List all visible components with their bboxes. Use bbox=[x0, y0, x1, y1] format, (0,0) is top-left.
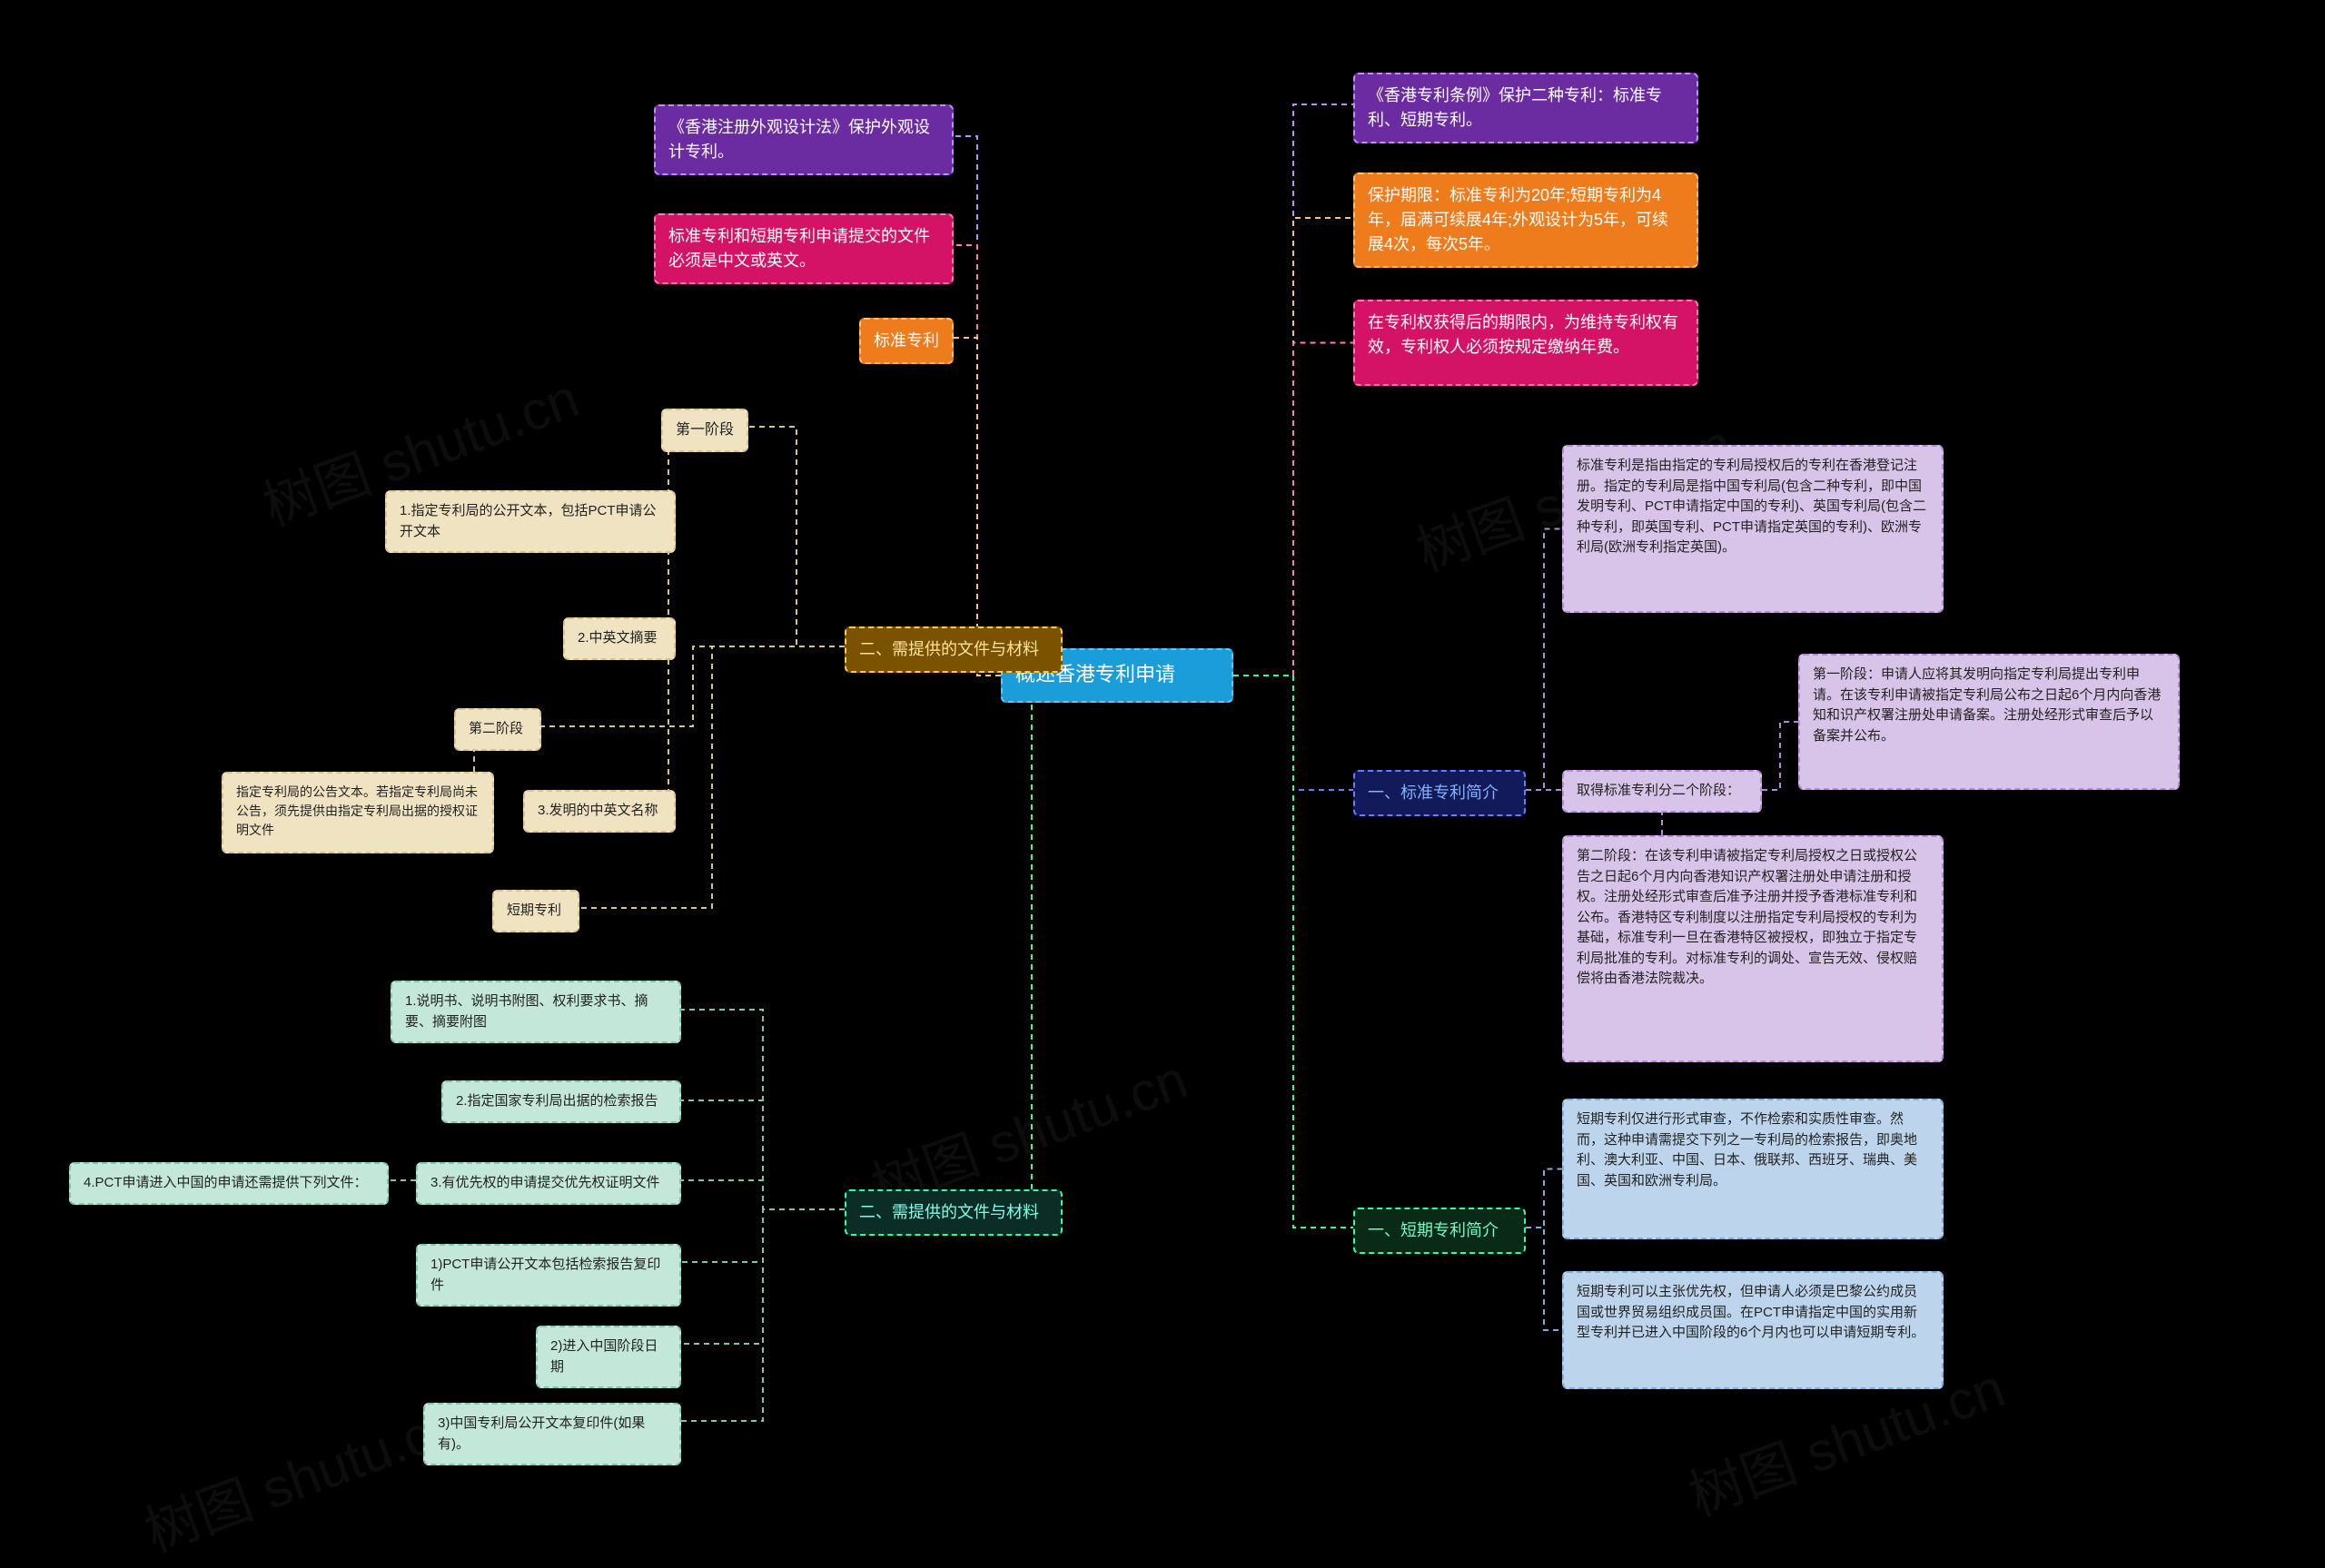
node-r3: 在专利权获得后的期限内，为维持专利权有效，专利权人必须按规定缴纳年费。 bbox=[1353, 300, 1698, 386]
edge-root-l3 bbox=[954, 338, 1001, 676]
watermark: 树图 shutu.cn bbox=[133, 1380, 470, 1567]
node-l5d1: 1)PCT申请公开文本包括检索报告复印件 bbox=[416, 1244, 681, 1307]
node-l2: 标准专利和短期专利申请提交的文件必须是中文或英文。 bbox=[654, 213, 954, 284]
node-r5a: 短期专利仅进行形式审查，不作检索和实质性审查。然而，这种申请需提交下列之一专利局… bbox=[1562, 1099, 1944, 1239]
node-l4c: 短期专利 bbox=[492, 890, 579, 932]
node-l5d2: 2)进入中国阶段日期 bbox=[536, 1326, 681, 1388]
node-r4: 一、标准专利简介 bbox=[1353, 770, 1526, 816]
edge-root-r3 bbox=[1233, 343, 1353, 676]
node-l5c: 3.有优先权的申请提交优先权证明文件 bbox=[416, 1162, 681, 1205]
node-l5d3: 3)中国专利局公开文本复印件(如果有)。 bbox=[423, 1403, 681, 1465]
node-l4a3: 3.发明的中英文名称 bbox=[523, 790, 676, 833]
node-l5b: 2.指定国家专利局出据的检索报告 bbox=[441, 1080, 681, 1123]
edge-l5-l5d2 bbox=[681, 1209, 845, 1344]
edge-l5-l5a bbox=[681, 1010, 845, 1209]
edge-r4b-r4b1 bbox=[1762, 722, 1798, 790]
edge-r4-r4a bbox=[1526, 529, 1562, 791]
edge-r5-r5b bbox=[1526, 1228, 1562, 1330]
node-r1: 《香港专利条例》保护二种专利：标准专利、短期专利。 bbox=[1353, 73, 1698, 143]
node-l4a: 第一阶段 bbox=[661, 409, 748, 452]
edge-r5-r5a bbox=[1526, 1169, 1562, 1228]
node-l5d: 4.PCT申请进入中国的申请还需提供下列文件： bbox=[69, 1162, 389, 1205]
node-r2: 保护期限：标准专利为20年;短期专利为4年，届满可续展4年;外观设计为5年，可续… bbox=[1353, 173, 1698, 268]
edge-l4-l4c bbox=[579, 646, 845, 908]
edge-l5-l5d3 bbox=[681, 1209, 845, 1421]
node-l4a2: 2.中英文摘要 bbox=[563, 617, 676, 660]
edge-root-r2 bbox=[1233, 218, 1353, 676]
edge-l5-l5b bbox=[681, 1100, 845, 1209]
edge-root-r4 bbox=[1233, 676, 1353, 790]
edge-root-r5 bbox=[1233, 676, 1353, 1228]
edge-l5-l5c bbox=[681, 1180, 845, 1209]
edge-root-l2 bbox=[954, 245, 1001, 676]
node-l4a1: 1.指定专利局的公开文本，包括PCT申请公开文本 bbox=[385, 490, 676, 553]
node-r5b: 短期专利可以主张优先权，但申请人必须是巴黎公约成员国或世界贸易组织成员国。在PC… bbox=[1562, 1271, 1944, 1389]
node-l4b1: 指定专利局的公告文本。若指定专利局尚未公告，须先提供由指定专利局出据的授权证明文… bbox=[222, 772, 494, 853]
edge-root-l1 bbox=[954, 136, 1001, 676]
node-r4b: 取得标准专利分二个阶段： bbox=[1562, 770, 1762, 813]
node-l4b: 第二阶段 bbox=[454, 708, 541, 751]
node-r5: 一、短期专利简介 bbox=[1353, 1208, 1526, 1254]
edge-root-l5 bbox=[1001, 676, 1063, 1209]
node-r4b1: 第一阶段：申请人应将其发明向指定专利局提出专利申请。在该专利申请被指定专利局公布… bbox=[1798, 654, 2180, 790]
node-r4a: 标准专利是指由指定的专利局授权后的专利在香港登记注册。指定的专利局是指中国专利局… bbox=[1562, 445, 1944, 613]
node-l5a: 1.说明书、说明书附图、权利要求书、摘要、摘要附图 bbox=[391, 981, 681, 1043]
node-l5: 二、需提供的文件与材料 bbox=[845, 1189, 1063, 1236]
edge-l4-l4a bbox=[748, 427, 845, 646]
edge-l5-l5d1 bbox=[681, 1209, 845, 1262]
node-r4b2: 第二阶段：在该专利申请被指定专利局授权之日或授权公告之日起6个月内向香港知识产权… bbox=[1562, 835, 1944, 1062]
mindmap-canvas: 树图 shutu.cn树图 shutu.cn树图 shutu.cn树图 shut… bbox=[0, 0, 2325, 1490]
node-l4: 二、需提供的文件与材料 bbox=[845, 626, 1063, 673]
edge-root-r1 bbox=[1233, 104, 1353, 676]
node-l3: 标准专利 bbox=[859, 318, 954, 364]
node-l1: 《香港注册外观设计法》保护外观设计专利。 bbox=[654, 104, 954, 175]
